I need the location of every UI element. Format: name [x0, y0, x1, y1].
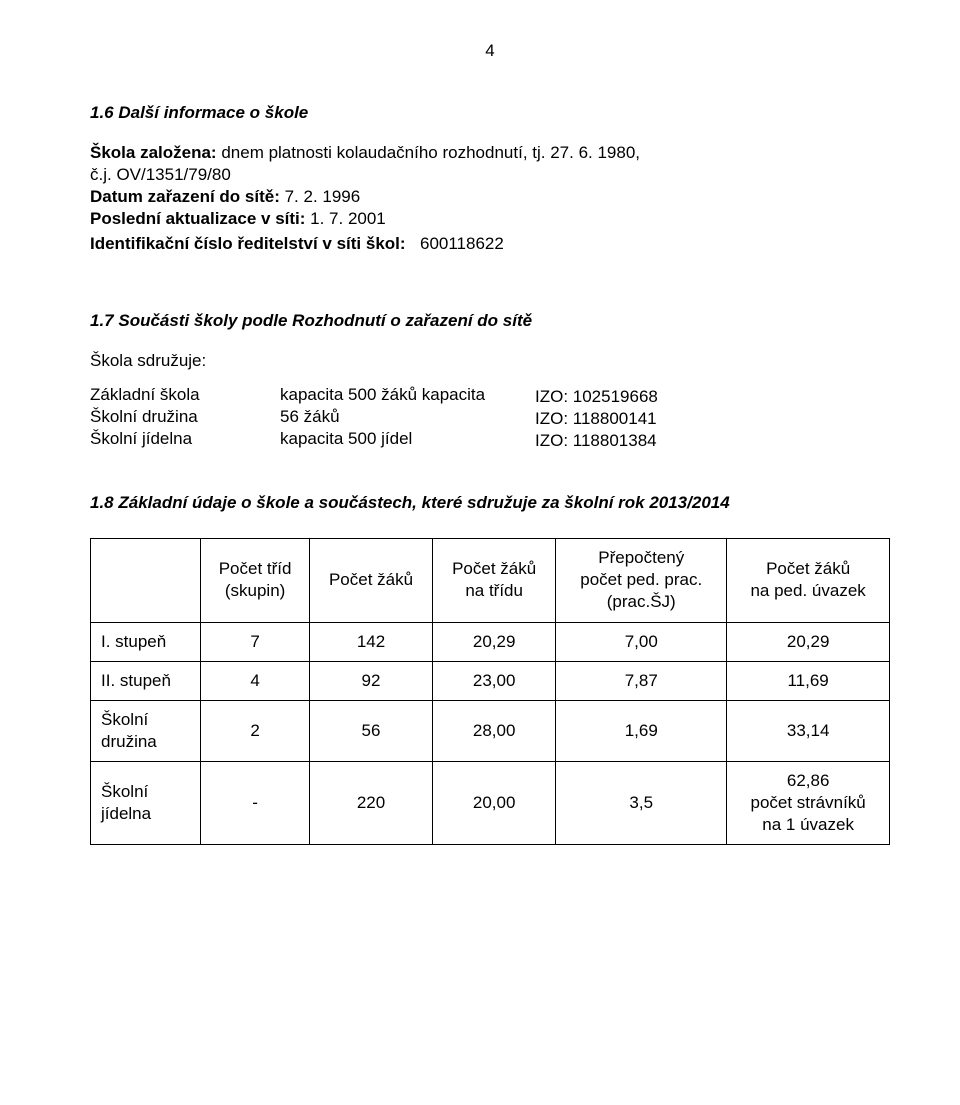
table-cell: -: [201, 761, 310, 844]
table-row-label: Školníjídelna: [91, 761, 201, 844]
line-founded: Škola založena: dnem platnosti kolaudačn…: [90, 142, 890, 164]
table-header: Počet žákůna ped. úvazek: [727, 539, 890, 622]
line-last-update-rest: 1. 7. 2001: [305, 209, 385, 228]
line-ident: Identifikační číslo ředitelství v síti š…: [90, 233, 890, 255]
facility-row: Školní jídelna kapacita 500 jídel: [90, 428, 535, 450]
facility-name: Školní jídelna: [90, 428, 280, 450]
table-header: Počet žáků: [309, 539, 432, 622]
line-network-rest: 7. 2. 1996: [280, 187, 360, 206]
page-number: 4: [90, 40, 890, 62]
section-1-8: 1.8 Základní údaje o škole a součástech,…: [90, 492, 890, 845]
table-row-label: Školnídružina: [91, 700, 201, 761]
line-ident-label: Identifikační číslo ředitelství v síti š…: [90, 233, 420, 255]
table-cell: 220: [309, 761, 432, 844]
facility-row: Školní družina 56 žáků: [90, 406, 535, 428]
table-row: I. stupeň 7 142 20,29 7,00 20,29: [91, 622, 890, 661]
table-row: Školníjídelna - 220 20,00 3,5 62,86počet…: [91, 761, 890, 844]
facility-capacity: 56 žáků: [280, 406, 535, 428]
line-network-label: Datum zařazení do sítě:: [90, 187, 280, 206]
th-text: Počet tříd(skupin): [219, 559, 292, 600]
table-row: II. stupeň 4 92 23,00 7,87 11,69: [91, 661, 890, 700]
table-header: Počet žákůna třídu: [433, 539, 556, 622]
facility-name: Základní škola: [90, 384, 280, 406]
table-cell: 23,00: [433, 661, 556, 700]
facility-izo: IZO: 118800141: [535, 408, 658, 430]
table-cell: 62,86počet strávníkůna 1 úvazek: [727, 761, 890, 844]
table-cell: 92: [309, 661, 432, 700]
table-cell: 7,00: [556, 622, 727, 661]
th-text: Přepočtenýpočet ped. prac.(prac.ŠJ): [580, 548, 702, 611]
th-text: Počet žákůna třídu: [452, 559, 536, 600]
facility-row: Základní škola kapacita 500 žáků kapacit…: [90, 384, 535, 406]
table-row-label: I. stupeň: [91, 622, 201, 661]
section-1-7: 1.7 Součásti školy podle Rozhodnutí o za…: [90, 310, 890, 452]
table-cell: 20,29: [727, 622, 890, 661]
table-cell: 28,00: [433, 700, 556, 761]
facility-izo: IZO: 118801384: [535, 430, 658, 452]
table-cell: 2: [201, 700, 310, 761]
table-header: Přepočtenýpočet ped. prac.(prac.ŠJ): [556, 539, 727, 622]
table-cell: 4: [201, 661, 310, 700]
document-page: 4 1.6 Další informace o škole Škola zalo…: [0, 0, 960, 1105]
table-cell: 142: [309, 622, 432, 661]
facility-izo-block: IZO: 102519668 IZO: 118800141 IZO: 11880…: [535, 384, 658, 452]
table-row-label: II. stupeň: [91, 661, 201, 700]
table-header-empty: [91, 539, 201, 622]
line-ident-value: 600118622: [420, 233, 504, 255]
table-1-8: Počet tříd(skupin) Počet žáků Počet žáků…: [90, 538, 890, 845]
facility-name: Školní družina: [90, 406, 280, 428]
line-network-date: Datum zařazení do sítě: 7. 2. 1996: [90, 186, 890, 208]
facility-block: Základní škola kapacita 500 žáků kapacit…: [90, 384, 890, 452]
table-cell: 20,29: [433, 622, 556, 661]
line-founded-cont: č.j. OV/1351/79/80: [90, 164, 890, 186]
table-header: Počet tříd(skupin): [201, 539, 310, 622]
table-head: Počet tříd(skupin) Počet žáků Počet žáků…: [91, 539, 890, 622]
th-text: Počet žáků: [329, 570, 413, 589]
line-last-update: Poslední aktualizace v síti: 1. 7. 2001: [90, 208, 890, 230]
text-sdruzuje: Škola sdružuje:: [90, 350, 890, 372]
table-cell: 11,69: [727, 661, 890, 700]
th-text: Počet žákůna ped. úvazek: [750, 559, 865, 600]
table-body: I. stupeň 7 142 20,29 7,00 20,29 II. stu…: [91, 622, 890, 845]
heading-1-6: 1.6 Další informace o škole: [90, 102, 890, 124]
facility-capacity: kapacita 500 jídel: [280, 428, 535, 450]
table-cell: 33,14: [727, 700, 890, 761]
facility-izo: IZO: 102519668: [535, 386, 658, 408]
table-cell: 20,00: [433, 761, 556, 844]
table-cell: 1,69: [556, 700, 727, 761]
line-founded-label: Škola založena:: [90, 143, 217, 162]
heading-1-8: 1.8 Základní údaje o škole a součástech,…: [90, 492, 890, 514]
table-row: Školnídružina 2 56 28,00 1,69 33,14: [91, 700, 890, 761]
line-last-update-label: Poslední aktualizace v síti:: [90, 209, 305, 228]
line-founded-rest: dnem platnosti kolaudačního rozhodnutí, …: [217, 143, 640, 162]
facility-left: Základní škola kapacita 500 žáků kapacit…: [90, 384, 535, 452]
facility-capacity: kapacita 500 žáků kapacita: [280, 384, 535, 406]
section-1-6: 1.6 Další informace o škole Škola založe…: [90, 102, 890, 255]
heading-1-7: 1.7 Součásti školy podle Rozhodnutí o za…: [90, 310, 890, 332]
table-cell: 7,87: [556, 661, 727, 700]
table-header-row: Počet tříd(skupin) Počet žáků Počet žáků…: [91, 539, 890, 622]
table-cell: 3,5: [556, 761, 727, 844]
table-cell: 56: [309, 700, 432, 761]
table-cell: 7: [201, 622, 310, 661]
